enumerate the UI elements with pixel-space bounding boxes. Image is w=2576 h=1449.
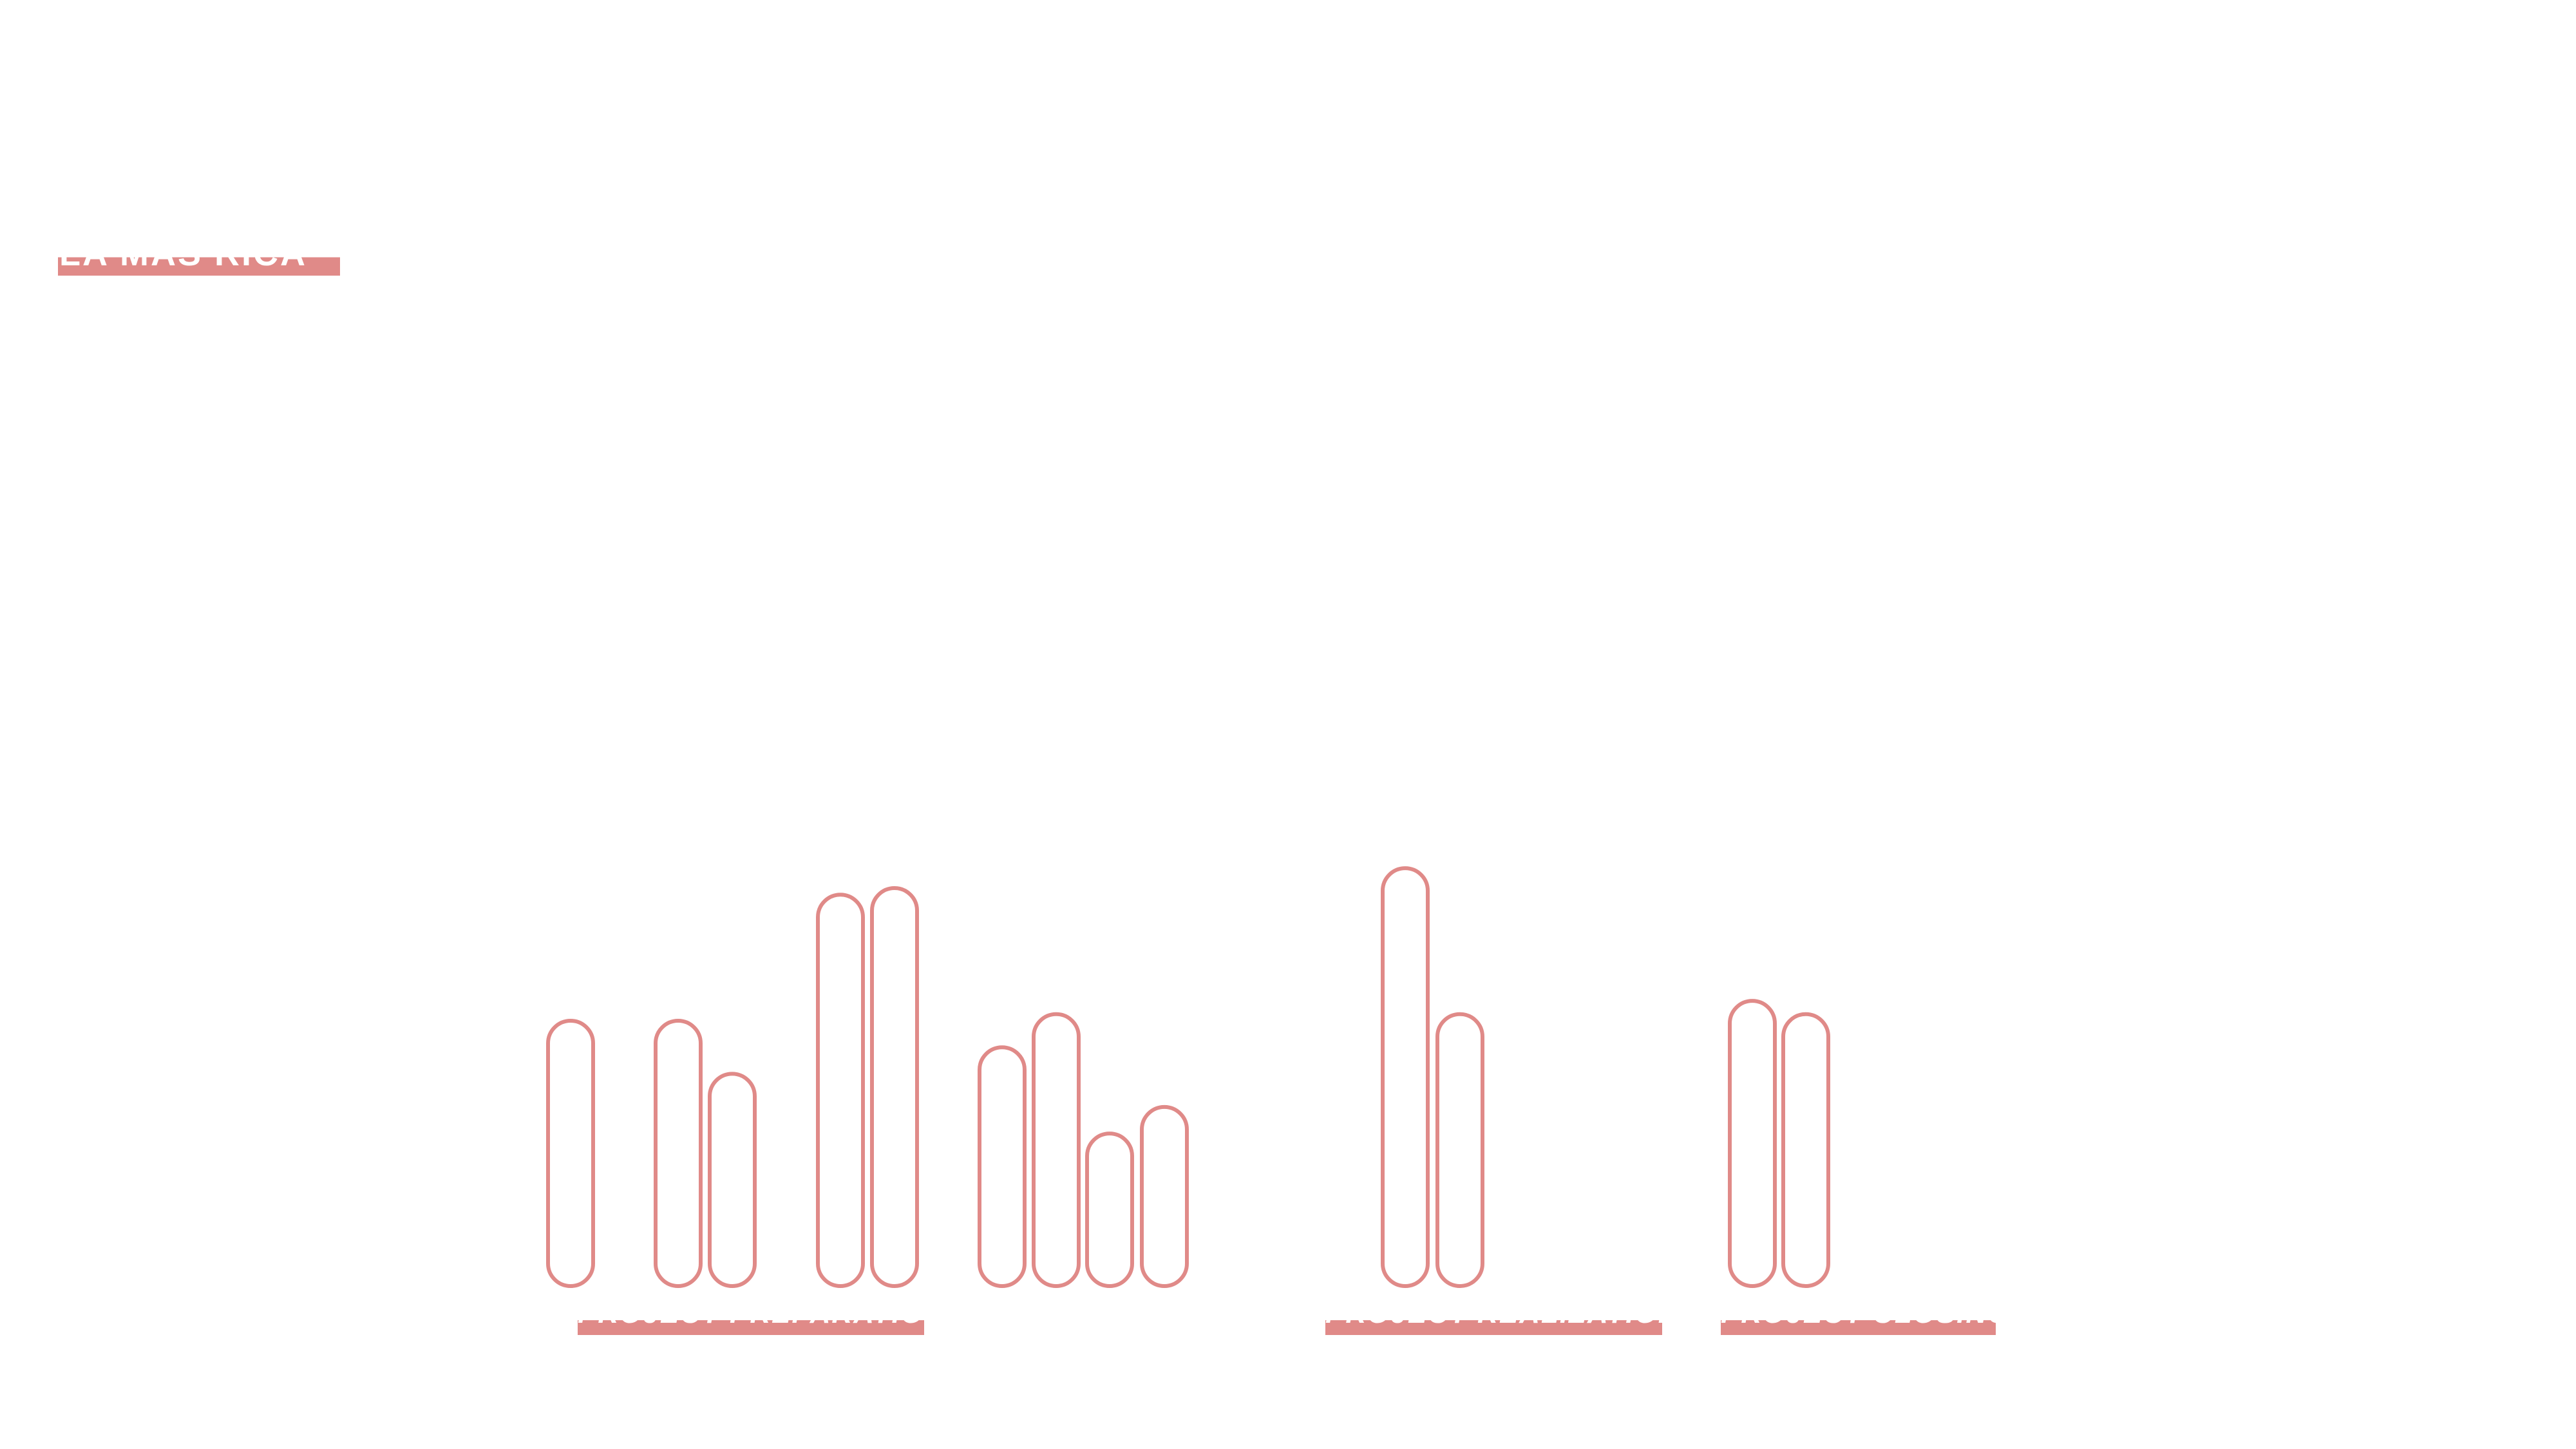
bar-1-1 (546, 1019, 595, 1288)
bar-1-2 (654, 1019, 703, 1288)
bar-1-4 (816, 893, 865, 1289)
bar-1-8 (1085, 1132, 1134, 1288)
bar-1-9 (1140, 1104, 1189, 1289)
bar-1-7 (1032, 1012, 1081, 1288)
phase-label-closing: PROJECT CLOSING (1721, 1300, 1996, 1335)
bar-3-1 (1728, 999, 1777, 1288)
bar-2-2 (1435, 1012, 1484, 1288)
bar-1-6 (978, 1045, 1027, 1288)
bar-1-5 (870, 886, 919, 1288)
phase-label-realization: PROJECT REALIZATION (1325, 1300, 1662, 1335)
phase-label-preparation: PROJECT PREPARATION (578, 1300, 924, 1335)
bar-1-3 (708, 1072, 757, 1289)
bar-2-1 (1381, 866, 1430, 1288)
page-title: LA MAS RICA (58, 232, 340, 276)
bar-3-2 (1781, 1012, 1830, 1288)
